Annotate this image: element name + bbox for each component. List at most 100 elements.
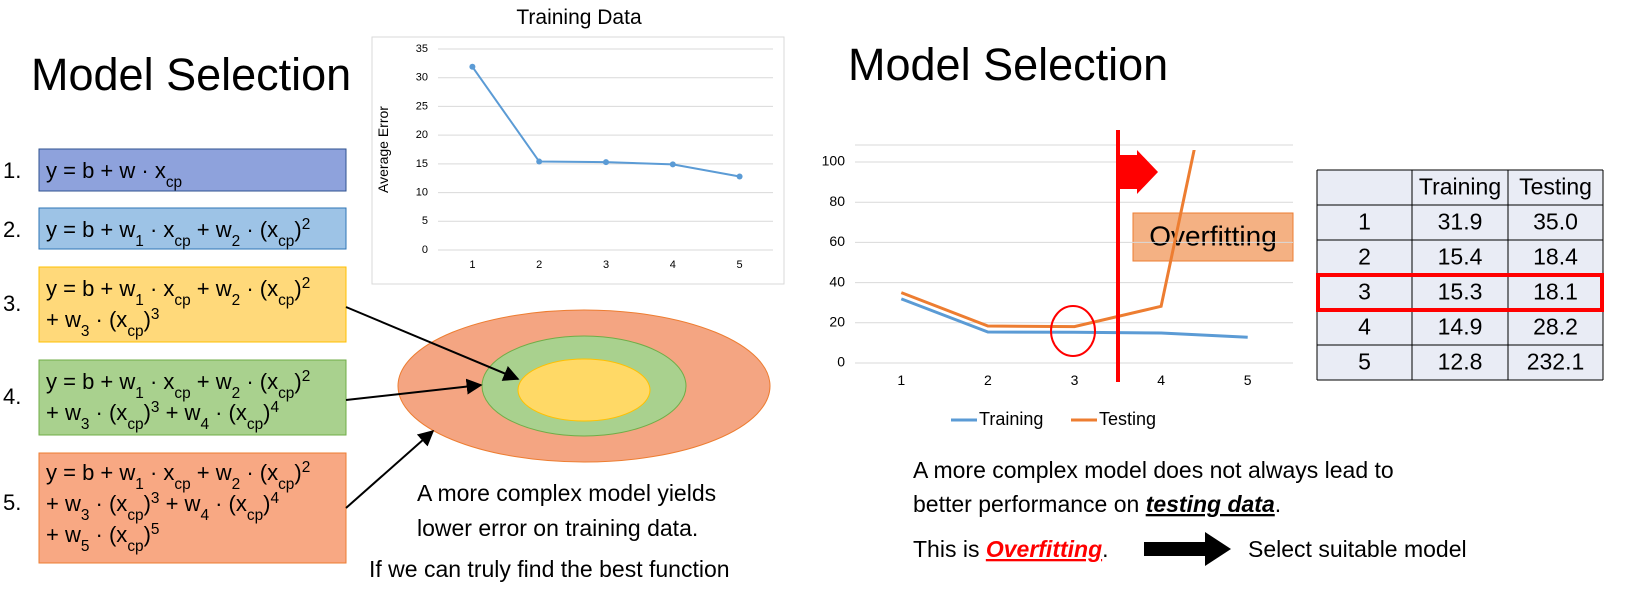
series-line (900, 150, 1196, 329)
right-title: Model Selection (848, 39, 1168, 90)
table-cell: 4 (1358, 314, 1371, 340)
subscript: 2 (232, 385, 241, 402)
alert: Overfitting (986, 536, 1102, 562)
inner-set (517, 358, 651, 422)
formula-box (38, 207, 347, 250)
text-run: · x (144, 276, 175, 301)
subscript: cp (278, 292, 294, 309)
text-run: y = b + w (46, 276, 135, 301)
text-run: · (x (89, 400, 127, 425)
rich-text: This is Overfitting. (913, 536, 1109, 562)
table-cell: 12.8 (1438, 349, 1483, 375)
x-tick-label: 3 (1071, 372, 1079, 388)
y-axis-label: Average Error (375, 106, 391, 193)
subscript: cp (127, 416, 143, 433)
subscript: 1 (135, 385, 144, 402)
table-cell: 35.0 (1533, 209, 1578, 235)
formula-number: 2. (3, 217, 21, 242)
text-run: ) (294, 217, 301, 242)
subscript: 3 (81, 323, 90, 340)
chart-title: Training Data (516, 6, 642, 29)
note: A more complex model yields (417, 480, 716, 506)
text-run: · (x (240, 460, 278, 485)
subscript: cp (247, 507, 263, 524)
rich-text: A more complex model does not always lea… (913, 457, 1394, 483)
superscript: 4 (270, 490, 279, 507)
x-tick-label: 4 (670, 259, 676, 271)
x-tick-label: 2 (984, 372, 992, 388)
formula-number: 1. (3, 158, 21, 183)
rich-text: + w3 · (xcp)3 + w4 · (xcp)4 (46, 399, 279, 433)
y-tick-label: 25 (416, 100, 428, 112)
arrow (345, 429, 435, 509)
text-run: + w (191, 217, 232, 242)
subscript: cp (174, 233, 190, 250)
text-run: + w (46, 307, 81, 332)
subscript: cp (127, 507, 143, 524)
y-tick-label: 20 (829, 314, 845, 330)
chart-frame (371, 36, 785, 285)
subscript: 1 (135, 476, 144, 493)
table-cell: 1 (1358, 209, 1371, 235)
text-run: · (x (240, 276, 278, 301)
subscript: cp (174, 385, 190, 402)
superscript: 2 (302, 368, 311, 385)
text-run: + w (159, 491, 200, 516)
table-cell: 15.4 (1438, 244, 1483, 270)
rich-text: y = b + w1 · xcp + w2 · (xcp)2 (46, 275, 310, 309)
text-run: + w (191, 460, 232, 485)
text-run: · (x (89, 491, 127, 516)
subscript: cp (278, 233, 294, 250)
y-tick-label: 20 (416, 129, 428, 141)
action-text: Select suitable model (1248, 536, 1467, 562)
subscript: 3 (81, 416, 90, 433)
text-run: ) (144, 522, 151, 547)
text-run: + w (191, 369, 232, 394)
point (669, 161, 676, 168)
table-cell: 18.4 (1533, 244, 1578, 270)
subscript: 1 (135, 292, 144, 309)
text-run: A more complex model does not always lea… (913, 457, 1394, 483)
table-cell: 3 (1358, 279, 1371, 305)
text-run: better performance on (913, 491, 1146, 517)
annotation: Overfitting (1149, 220, 1277, 251)
subscript: cp (174, 292, 190, 309)
subscript: cp (127, 538, 143, 555)
subscript: 4 (200, 507, 209, 524)
table-cell: 232.1 (1527, 349, 1585, 375)
text-run: . (1102, 536, 1108, 562)
subscript: 1 (135, 233, 144, 250)
subscript: cp (127, 323, 143, 340)
text-run: ) (263, 491, 270, 516)
arrow (345, 306, 520, 381)
x-tick-label: 2 (536, 259, 542, 271)
formula-number: 5. (3, 490, 21, 515)
rich-text: + w5 · (xcp)5 (46, 521, 159, 555)
formula-number: 4. (3, 384, 21, 409)
x-tick-label: 3 (603, 259, 609, 271)
note: lower error on training data. (417, 515, 698, 541)
text-run: ) (144, 491, 151, 516)
rich-text: y = b + w1 · xcp + w2 · (xcp)2 (46, 368, 310, 402)
text-run: · (x (240, 217, 278, 242)
text-run: ) (294, 276, 301, 301)
text-run: y = b + w (46, 217, 135, 242)
text-run: ) (263, 400, 270, 425)
table-header: Training (1419, 174, 1501, 200)
y-tick-label: 10 (416, 186, 428, 198)
formula-box (38, 359, 347, 436)
subscript: cp (247, 416, 263, 433)
text-run: · x (144, 369, 175, 394)
point (536, 158, 543, 165)
x-tick-label: 5 (737, 259, 743, 271)
formula-box (38, 452, 347, 564)
formula-box (38, 266, 347, 343)
text-run: + w (159, 400, 200, 425)
superscript: 2 (302, 275, 311, 292)
subscript: cp (278, 476, 294, 493)
subscript: cp (166, 174, 182, 191)
y-tick-label: 40 (829, 273, 845, 289)
subscript: 2 (232, 233, 241, 250)
text-run: + w (46, 491, 81, 516)
